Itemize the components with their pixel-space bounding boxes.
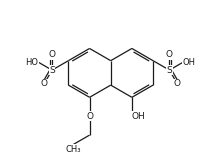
- Text: CH₃: CH₃: [66, 144, 81, 154]
- Text: O: O: [166, 50, 173, 59]
- Text: S: S: [49, 66, 55, 75]
- Text: HO: HO: [26, 58, 39, 67]
- Text: O: O: [49, 50, 56, 59]
- Text: S: S: [166, 66, 172, 75]
- Text: O: O: [174, 79, 181, 88]
- Text: OH: OH: [132, 112, 146, 121]
- Text: O: O: [86, 112, 93, 121]
- Text: O: O: [41, 79, 48, 88]
- Text: OH: OH: [183, 58, 196, 67]
